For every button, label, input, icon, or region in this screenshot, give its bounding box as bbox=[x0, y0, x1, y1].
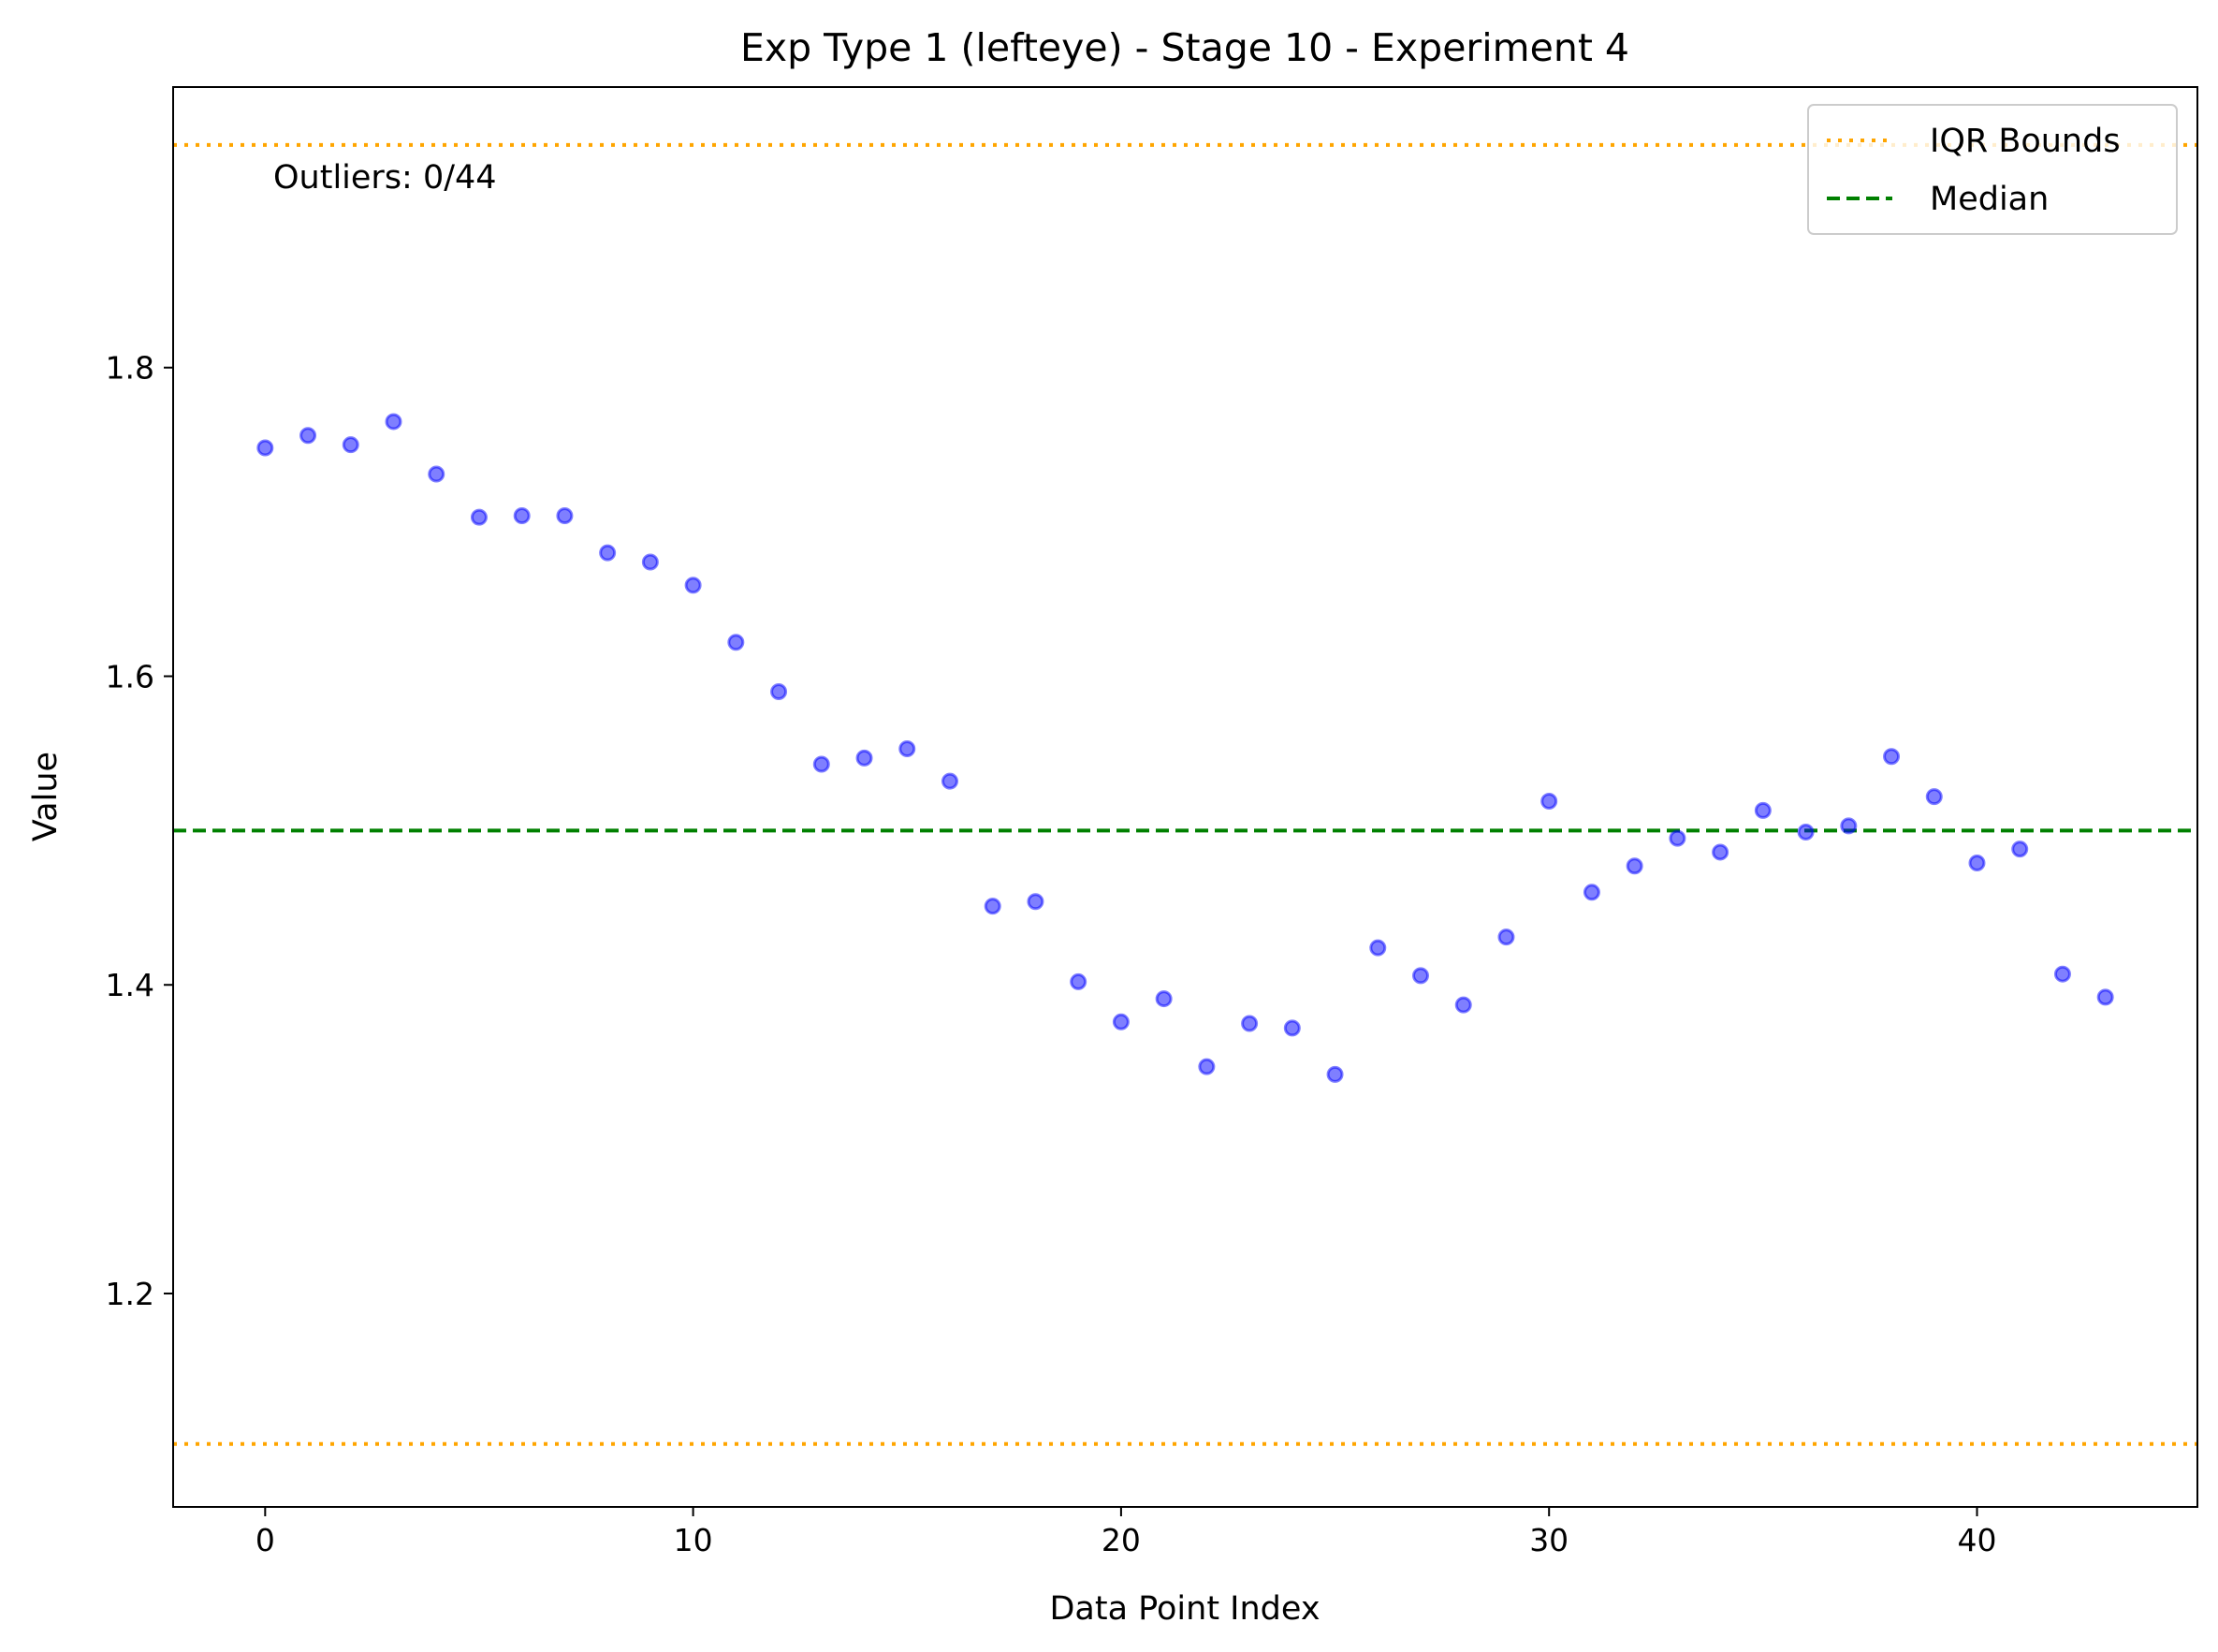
data-point bbox=[1669, 829, 1686, 847]
data-point bbox=[428, 465, 445, 483]
x-tick-label: 20 bbox=[1102, 1522, 1141, 1558]
data-point bbox=[1968, 854, 1986, 871]
data-point bbox=[1112, 1013, 1130, 1031]
chart-title: Exp Type 1 (lefteye) - Stage 10 - Experi… bbox=[740, 25, 1629, 70]
x-tick-label: 30 bbox=[1529, 1522, 1569, 1558]
data-point bbox=[1497, 928, 1515, 946]
data-point bbox=[1754, 801, 1772, 819]
legend-box bbox=[1807, 104, 2178, 235]
data-point bbox=[1412, 967, 1430, 985]
data-point bbox=[1540, 793, 1558, 811]
legend: IQR Bounds Median bbox=[1807, 104, 2178, 235]
data-point bbox=[1840, 817, 1858, 835]
data-point bbox=[556, 507, 574, 525]
y-axis: 1.2 1.4 1.6 1.8 bbox=[106, 350, 173, 1312]
data-point bbox=[1797, 824, 1815, 841]
outliers-annotation: Outliers: 0/44 bbox=[273, 159, 497, 197]
data-point bbox=[1454, 996, 1472, 1014]
data-point bbox=[984, 898, 1001, 915]
data-point bbox=[898, 739, 916, 757]
data-point bbox=[1198, 1058, 1216, 1075]
data-point bbox=[1925, 788, 1943, 806]
legend-entries: IQR Bounds Median bbox=[1827, 123, 2121, 218]
data-point bbox=[855, 749, 873, 767]
x-tick-label: 40 bbox=[1957, 1522, 1996, 1558]
data-point bbox=[770, 682, 788, 700]
data-point bbox=[941, 772, 958, 790]
y-tick-label: 1.4 bbox=[106, 967, 154, 1003]
x-axis: 0 10 20 30 40 bbox=[255, 1507, 1996, 1558]
data-point bbox=[684, 577, 702, 594]
data-point bbox=[1626, 857, 1643, 875]
data-point bbox=[470, 508, 488, 526]
y-axis-label: Value bbox=[27, 752, 65, 841]
data-point bbox=[2053, 965, 2071, 983]
data-point bbox=[299, 427, 317, 445]
data-point bbox=[1241, 1015, 1259, 1032]
data-point bbox=[812, 755, 830, 773]
plot-frame bbox=[172, 86, 2198, 1508]
data-point bbox=[1155, 990, 1173, 1008]
data-point bbox=[513, 507, 531, 525]
data-points bbox=[256, 413, 2114, 1083]
data-point bbox=[1712, 843, 1729, 861]
data-point bbox=[1070, 972, 1087, 990]
data-point bbox=[256, 439, 274, 457]
data-point bbox=[641, 553, 659, 571]
y-tick-label: 1.2 bbox=[106, 1276, 154, 1312]
legend-label: Median bbox=[1930, 181, 2049, 218]
data-point bbox=[1369, 939, 1387, 957]
x-tick-label: 10 bbox=[674, 1522, 713, 1558]
data-point bbox=[2011, 841, 2029, 858]
plot-area-background bbox=[173, 87, 2197, 1507]
data-point bbox=[1027, 893, 1044, 911]
data-point bbox=[727, 634, 745, 651]
data-point bbox=[1283, 1019, 1301, 1037]
data-point bbox=[1326, 1065, 1344, 1083]
data-point bbox=[1583, 884, 1600, 901]
data-point bbox=[1883, 748, 1901, 766]
y-tick-label: 1.8 bbox=[106, 350, 154, 387]
x-axis-label: Data Point Index bbox=[1049, 1590, 1320, 1628]
data-point bbox=[342, 436, 359, 454]
data-point bbox=[2096, 988, 2114, 1006]
legend-label: IQR Bounds bbox=[1930, 123, 2121, 160]
y-tick-label: 1.6 bbox=[106, 658, 154, 694]
data-point bbox=[599, 544, 617, 562]
x-tick-label: 0 bbox=[255, 1522, 275, 1558]
data-point bbox=[385, 413, 402, 431]
